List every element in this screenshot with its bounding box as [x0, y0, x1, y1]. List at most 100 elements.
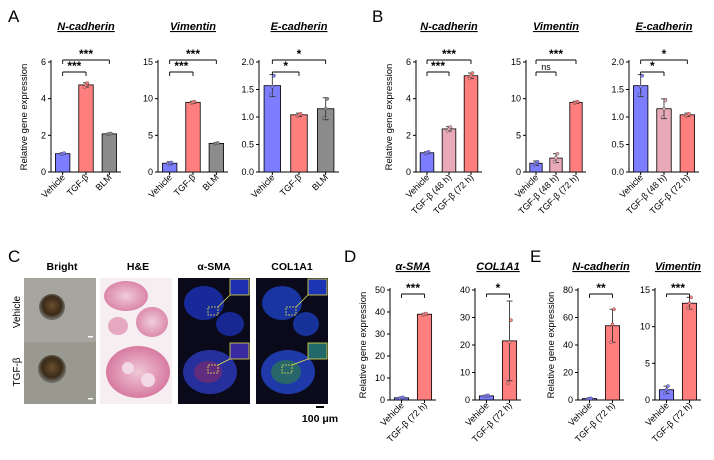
image-tgf-beta-bright — [24, 342, 96, 404]
b-n-cadherin-bar-tgf-beta-48-h — [441, 128, 457, 173]
d-alpha-sma-y-tick-label: 30 — [375, 329, 385, 339]
d-col1a1-title: COL1A1 — [476, 261, 519, 273]
image-vehicle-bright — [24, 278, 96, 342]
b-vimentin-y-tick-label: 0 — [516, 167, 521, 177]
b-e-cadherin-title: E-cadherin — [636, 21, 693, 33]
a-e-cadherin-data-point — [323, 106, 328, 111]
a-n-cadherin-sig-label: *** — [67, 59, 81, 73]
a-n-cadherin-sig-label: *** — [79, 47, 93, 61]
d-alpha-sma-sig-label: *** — [406, 281, 420, 295]
b-n-cadherin-y-axis-label: Relative gene expression — [384, 64, 395, 171]
d-col1a1-data-point — [507, 340, 512, 345]
b-vimentin-data-point — [575, 99, 580, 104]
e-vimentin-data-point — [664, 387, 669, 392]
d-alpha-sma-y-axis-label: Relative gene expression — [358, 292, 369, 399]
image-tgf-beta-alpha-sma — [178, 342, 250, 404]
d-alpha-sma-title: α-SMA — [396, 261, 431, 273]
b-e-cadherin-y-tick-label: 1.0 — [611, 112, 624, 122]
b-e-cadherin-data-point — [660, 115, 665, 119]
a-vimentin-data-point — [169, 160, 173, 165]
b-e-cadherin-y-tick-label: 1.5 — [611, 85, 624, 95]
a-n-cadherin-x-tick-label: TGF-β — [65, 172, 91, 198]
a-vimentin-x-tick-label: TGF-β — [172, 172, 198, 198]
a-vimentin-sig-label: *** — [174, 59, 188, 73]
a-n-cadherin-y-axis-label: Relative gene expression — [19, 64, 30, 171]
d-col1a1-y-tick-label: 10 — [460, 368, 470, 378]
a-e-cadherin-data-point — [272, 73, 276, 78]
a-e-cadherin-data-point — [269, 93, 273, 97]
b-n-cadherin-y-tick-label: 2 — [406, 130, 411, 140]
a-vimentin-data-point — [216, 141, 220, 145]
a-n-cadherin-x-tick-label: BLM — [94, 172, 114, 192]
d-col1a1-y-tick-label: 0 — [465, 395, 470, 405]
b-n-cadherin-y-tick-label: 4 — [406, 94, 411, 104]
a-vimentin-y-tick-label: 0 — [148, 167, 153, 177]
d-col1a1-y-tick-label: 40 — [460, 285, 470, 295]
a-e-cadherin-title: E-cadherin — [271, 21, 328, 33]
d-alpha-sma-y-tick-label: 40 — [375, 307, 385, 317]
b-e-cadherin-y-tick-label: 0.5 — [611, 140, 624, 150]
b-e-cadherin-data-point — [640, 73, 644, 78]
b-e-cadherin-data-point — [663, 98, 668, 103]
b-e-cadherin-data-point — [638, 84, 643, 89]
b-n-cadherin-data-point — [467, 76, 472, 81]
d-alpha-sma-y-tick-label: 0 — [380, 395, 385, 405]
a-e-cadherin-bar-vehicle — [263, 85, 282, 173]
a-e-cadherin-y-tick-label: 1.5 — [241, 85, 254, 95]
a-n-cadherin-bar-blm — [101, 133, 117, 173]
a-vimentin-sig-label: *** — [186, 47, 200, 61]
e-vimentin-data-point — [663, 391, 667, 396]
b-vimentin-bar-tgf-beta-72-h — [569, 101, 583, 173]
image-vehicle-he — [100, 278, 172, 342]
e-vimentin-y-tick-label: 10 — [640, 322, 650, 332]
e-n-cadherin-y-tick-label: 60 — [563, 313, 573, 323]
column-label-col1a1: COL1A1 — [271, 261, 313, 273]
b-vimentin-data-point — [554, 156, 558, 160]
b-e-cadherin-bar-tgf-beta-72-h — [679, 114, 695, 173]
d-alpha-sma-y-tick-label: 50 — [375, 285, 385, 295]
e-vimentin-title: Vimentin — [655, 261, 701, 273]
scale-bar — [316, 406, 324, 408]
b-vimentin-data-point — [535, 159, 540, 164]
e-n-cadherin-data-point — [610, 322, 615, 327]
a-e-cadherin-data-point — [325, 97, 329, 101]
column-label-bright: Bright — [47, 261, 78, 273]
a-e-cadherin-data-point — [322, 116, 326, 120]
a-e-cadherin-y-tick-label: 0.5 — [241, 140, 254, 150]
e-n-cadherin-y-tick-label: 80 — [563, 285, 573, 295]
column-label-alpha-sma: α-SMA — [197, 261, 231, 273]
e-n-cadherin-y-tick-label: 20 — [563, 368, 573, 378]
b-n-cadherin-data-point — [426, 150, 431, 154]
b-e-cadherin-sig-label: * — [662, 47, 667, 61]
panel-letter-c: C — [8, 247, 20, 266]
e-vimentin-y-tick-label: 5 — [645, 358, 650, 368]
panel-letter-b: B — [372, 7, 383, 26]
a-n-cadherin-data-point — [109, 131, 113, 136]
b-e-cadherin-data-point — [662, 106, 666, 111]
e-n-cadherin-y-tick-label: 40 — [563, 340, 573, 350]
b-vimentin-y-tick-label: 15 — [511, 57, 521, 67]
image-tgf-beta-he — [100, 342, 172, 404]
d-alpha-sma-y-tick-label: 10 — [375, 373, 385, 383]
e-vimentin-data-point — [686, 306, 690, 311]
b-n-cadherin-data-point — [469, 73, 473, 78]
a-n-cadherin-bar-tgf-beta — [78, 84, 94, 173]
b-e-cadherin-y-tick-label: 2.0 — [611, 57, 624, 67]
column-label-he: H&E — [127, 261, 149, 273]
a-n-cadherin-data-point — [85, 81, 90, 85]
chart-d-alpha-sma: α-SMA 0 10 20 30 40 50 Relative gene expression… — [358, 261, 436, 444]
e-n-cadherin-y-axis-label: Relative gene expression — [546, 292, 557, 399]
e-vimentin-data-point — [687, 301, 692, 306]
b-e-cadherin-bar-vehicle — [633, 85, 649, 173]
a-vimentin-title: Vimentin — [170, 21, 216, 33]
a-e-cadherin-sig-label: * — [297, 47, 302, 61]
a-vimentin-y-tick-label: 5 — [148, 130, 153, 140]
b-vimentin-y-tick-label: 10 — [511, 94, 521, 104]
b-e-cadherin-data-point — [637, 93, 641, 97]
d-col1a1-data-point — [486, 393, 490, 398]
